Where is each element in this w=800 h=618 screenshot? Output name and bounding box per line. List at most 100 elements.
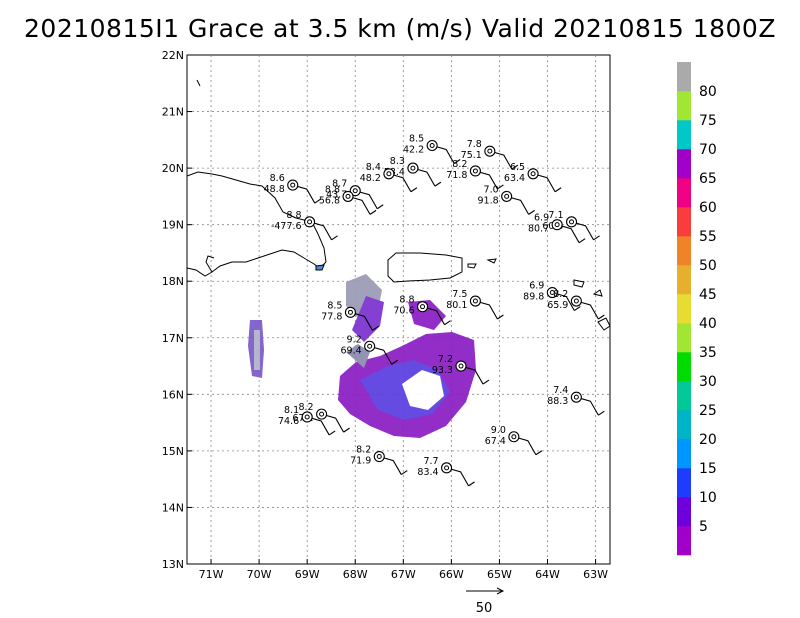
station-dot [420,304,426,310]
lat-tick-label: 14N [162,501,184,514]
station-value-top: 8.1 [284,405,299,416]
station-circle [364,340,376,352]
station: 9.067.4 [485,425,543,456]
station-value-top: 7.2 [438,354,453,365]
station-circle [349,185,361,197]
lat-tick-label: 20N [162,162,184,175]
station: 7.783.4 [417,456,475,487]
station-dot [511,434,517,440]
station: 9.269.4 [341,334,398,365]
wind-barb-flag [376,204,384,210]
wind-barb-flag [554,187,562,193]
color-bar-swatch [677,468,691,498]
color-bar-label: 55 [699,229,717,245]
station-value-bottom: 89.8 [523,292,544,303]
wind-barb-flag [535,450,543,456]
lat-tick-label: 18N [162,275,184,288]
color-bar-label: 65 [699,171,717,187]
station-value-bottom: 65.9 [547,300,568,311]
station-value-top: 8.6 [270,173,285,184]
color-bar-swatch [677,497,691,527]
station-value-bottom: 69.4 [341,345,362,356]
station-value-top: 9.0 [491,425,506,436]
station-circle [342,190,354,202]
station-value-top: 6.9 [534,213,549,224]
color-bar-swatch [677,526,691,556]
lat-tick-label: 21N [162,106,184,119]
color-bar-label: 40 [699,316,717,332]
station: 8.174.6 [278,405,336,436]
station: 6.989.8 [523,281,581,311]
station-value-bottom: 93.3 [432,365,453,376]
color-bar-swatch [677,352,691,382]
color-bar-swatch [677,323,691,353]
station-value-top: 8.4 [366,162,381,173]
station-value-top: 6.5 [510,162,525,173]
station: 7.293.3 [432,354,490,385]
station-dot [444,465,450,471]
station: 8.265.9 [547,289,605,320]
station-value-top: 7.1 [548,210,563,221]
station-value-bottom: 91.8 [477,195,498,206]
station-circle [441,462,453,474]
station: 7.091.8 [477,184,535,215]
plot-frame [186,54,611,565]
lon-tick-label: 66W [439,568,464,581]
station-value-bottom: 67.4 [485,436,506,447]
station-value-bottom: 58.4 [384,167,405,178]
station: 8.271.8 [446,159,504,190]
station-dot [504,193,510,199]
color-bar-label: 45 [699,287,717,303]
wind-barb-flag [343,427,350,433]
wind-barb-flag [468,481,475,487]
lat-tick-label: 15N [162,445,184,458]
color-bar-swatch [677,265,691,295]
wind-barb-flag [434,181,442,187]
station-dot [554,222,560,228]
color-bar-swatch [677,62,691,92]
station-value-top: 8.2 [356,445,371,456]
station-dot [376,454,382,460]
color-bar-label: 15 [699,461,717,477]
wind-barb-flag [598,410,605,416]
station-value-bottom: 48.2 [360,173,381,184]
station-value-top: 8.2 [553,289,568,300]
wind-field-patches [248,274,476,438]
station-circle [508,431,520,443]
color-bar-label: 25 [699,403,717,419]
station-value-top: 8.2 [452,159,467,170]
color-bar-swatch [677,91,691,121]
station-dot [458,363,464,369]
station-dot [304,414,310,420]
station: 7.580.1 [446,289,504,320]
color-bar-swatch [677,120,691,150]
station-dot [487,148,493,154]
station-value-bottom: 88.3 [547,396,568,407]
wind-barb-flag [444,320,451,326]
station-circle [484,145,496,157]
color-bar-swatch [677,439,691,469]
color-bar: 5 10 15 20 25 30 35 40 45 50 55 60 65 70 75 80 [677,62,717,556]
wind-barb-flag [453,159,461,164]
station-value-top: 8.2 [298,402,313,413]
station: 8.448.2 [360,162,418,193]
station: 8.648.8 [264,173,322,204]
wind-barb-flag [511,164,519,170]
color-bar-swatch [677,207,691,237]
station-circle [527,168,539,180]
station-circle [565,216,578,228]
station-markers: 8.542.2 7.875.18.271.86.563.48.358.48.448… [264,133,605,487]
reference-vector: 50 [466,587,505,616]
station-circle [551,219,563,231]
station-dot [319,411,325,417]
station-value-bottom: 56.8 [319,195,340,206]
station-circle [416,301,429,313]
station: 8.358.4 [384,156,442,187]
wind-barb-flag [328,430,336,436]
station: 8.870.6 [393,295,451,326]
station: 8.542.2 [403,133,461,164]
station-circle [469,165,481,177]
station: 8.856.8 [319,184,377,215]
station-dot [352,188,358,194]
color-bar-label: 75 [699,113,717,129]
